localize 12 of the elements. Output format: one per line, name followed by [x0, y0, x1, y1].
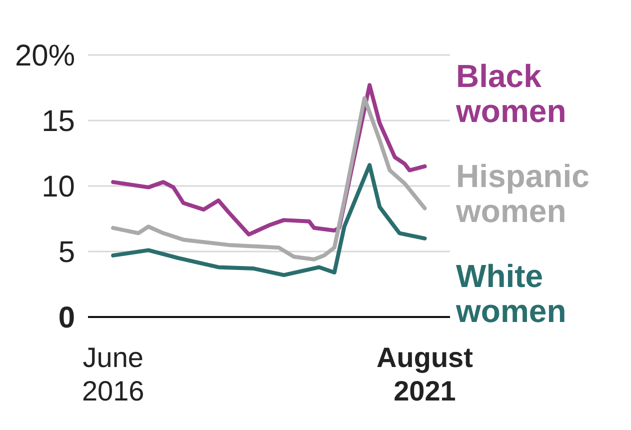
y-tick-label: 0 [58, 302, 75, 334]
series-label: White women [455, 258, 566, 329]
y-tick-label: 15 [42, 105, 75, 138]
y-tick-label: 20% [14, 40, 75, 72]
line-series [111, 163, 427, 278]
x-tick-label: August 2021 [376, 342, 473, 407]
series-label: Black women [455, 58, 566, 129]
series-label: Hispanic women [455, 158, 590, 229]
x-tick-label: June 2016 [82, 342, 144, 407]
y-tick-label: 5 [58, 236, 75, 269]
y-tick-label: 10 [42, 170, 75, 204]
line-series [111, 96, 427, 262]
